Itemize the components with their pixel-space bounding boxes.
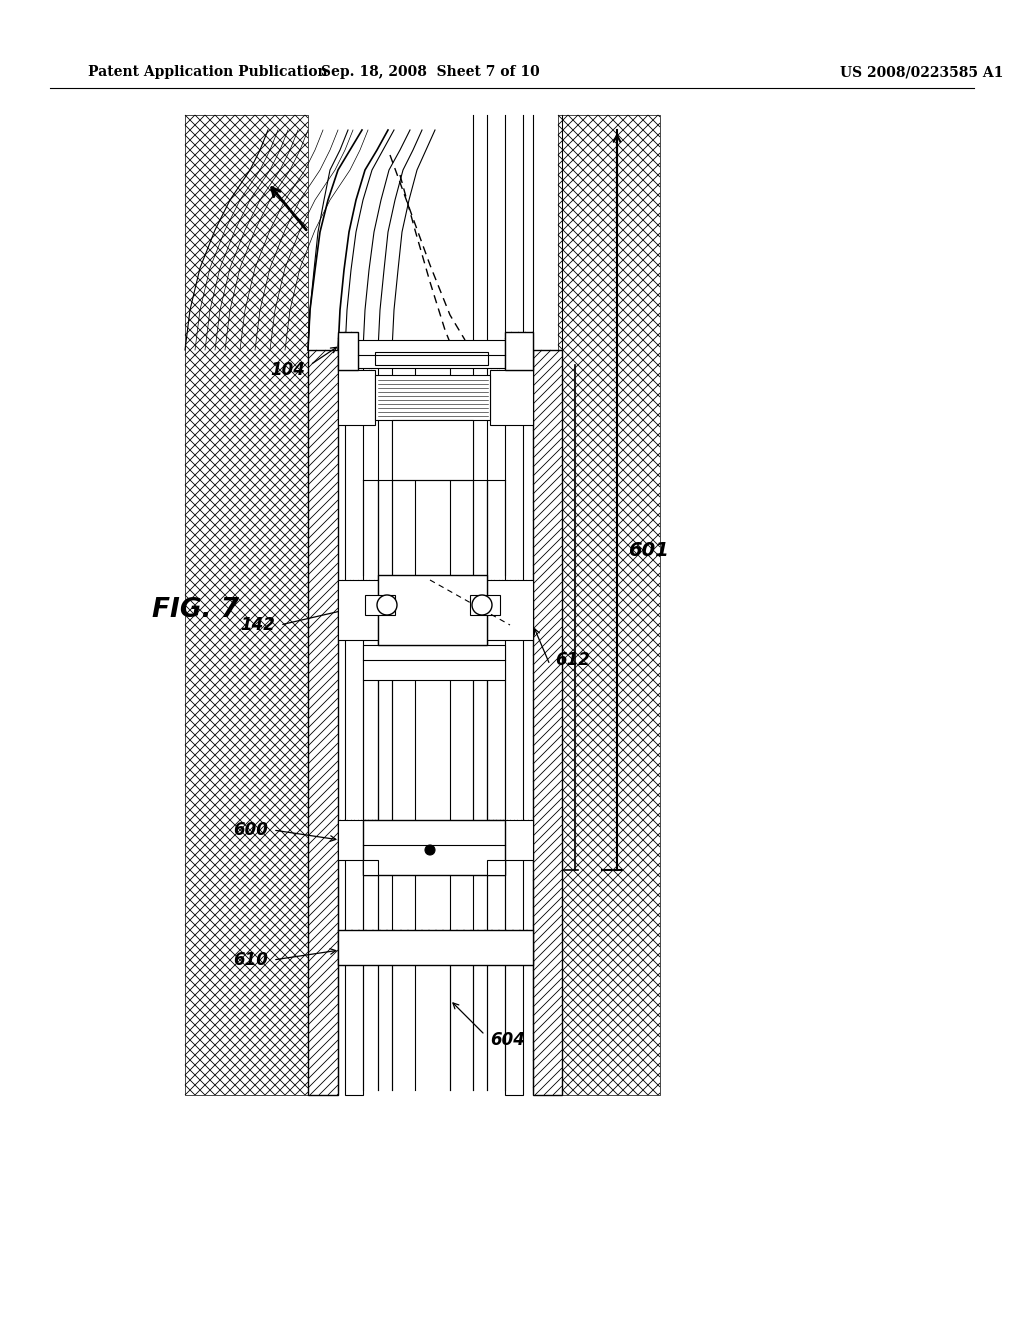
Bar bbox=[558, 115, 660, 1096]
Text: Patent Application Publication: Patent Application Publication bbox=[88, 65, 328, 79]
Text: US 2008/0223585 A1: US 2008/0223585 A1 bbox=[840, 65, 1004, 79]
Bar bbox=[362, 645, 505, 680]
Circle shape bbox=[472, 595, 492, 615]
Text: FIG. 7: FIG. 7 bbox=[152, 597, 239, 623]
Bar bbox=[490, 370, 534, 425]
Text: 612: 612 bbox=[555, 651, 590, 669]
Text: 600: 600 bbox=[233, 821, 268, 840]
Bar bbox=[487, 861, 505, 875]
Bar bbox=[338, 820, 378, 861]
Bar bbox=[338, 579, 378, 640]
Bar bbox=[345, 350, 362, 1096]
Bar bbox=[505, 333, 534, 370]
Bar bbox=[338, 333, 358, 370]
Bar bbox=[185, 115, 308, 1096]
Text: 104: 104 bbox=[270, 360, 305, 379]
Text: 604: 604 bbox=[490, 1031, 525, 1049]
Bar bbox=[392, 420, 473, 480]
Bar bbox=[470, 595, 500, 615]
Bar bbox=[534, 350, 562, 1096]
Bar bbox=[308, 350, 338, 1096]
Circle shape bbox=[377, 595, 397, 615]
Bar bbox=[487, 579, 534, 640]
Text: 142: 142 bbox=[240, 616, 275, 634]
Bar bbox=[358, 341, 505, 368]
Bar bbox=[487, 820, 534, 861]
Circle shape bbox=[425, 845, 435, 855]
Text: 610: 610 bbox=[233, 950, 268, 969]
Text: 601: 601 bbox=[628, 540, 669, 560]
Text: Sep. 18, 2008  Sheet 7 of 10: Sep. 18, 2008 Sheet 7 of 10 bbox=[321, 65, 540, 79]
Bar bbox=[338, 370, 375, 425]
Bar bbox=[505, 350, 523, 1096]
Bar bbox=[378, 576, 487, 645]
Bar bbox=[365, 595, 395, 615]
Bar bbox=[362, 861, 378, 875]
Bar bbox=[338, 931, 534, 965]
Bar bbox=[375, 375, 490, 420]
Bar bbox=[375, 352, 488, 366]
Bar bbox=[362, 820, 505, 875]
